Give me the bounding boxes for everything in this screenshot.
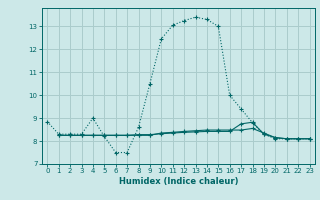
X-axis label: Humidex (Indice chaleur): Humidex (Indice chaleur) [119,177,238,186]
